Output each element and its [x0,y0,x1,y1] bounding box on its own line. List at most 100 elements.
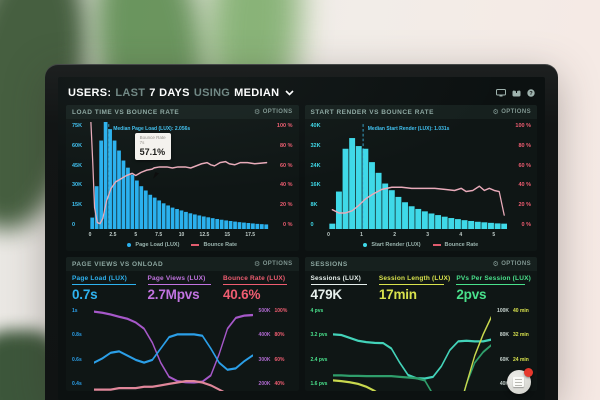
notification-badge [524,368,533,377]
panel-title: START RENDER VS BOUNCE RATE [310,108,434,116]
axis-tick: 80% [274,332,285,339]
metric-label: Sessions (LUX) [310,275,361,282]
start-render-chart-plot[interactable]: Median Start Render (LUX): 1.031s 0 1 2 3 4 5 [327,122,508,239]
chevron-down-icon[interactable] [285,90,294,96]
axis-tick: 45K [72,162,83,169]
title-users: USERS: [68,87,112,99]
y-axis-left: 4 pvs 3.2 pvs 2.4 pvs 1.6 pvs [309,306,333,391]
axis-tick: 400K [258,332,271,339]
chart-area: 1s 0.8s 0.6s 0.4s 500K 100% 400K 80% 300K 60% 200… [66,305,299,391]
axis-tick: 60 % [279,162,293,169]
legend-dot [363,243,368,247]
page-title: USERS: LAST 7 DAYS USING MEDIAN [68,87,294,99]
axis-tick: 3 [426,232,430,238]
share-icon[interactable] [512,89,521,97]
title-using: USING [193,87,231,99]
metric-underline [223,284,287,285]
metrics-row: Sessions (LUX) 479K Session Length (LUX) 17… [305,271,538,305]
axis-tick: 2.5 [109,232,117,238]
axis-tick: 75K [72,123,83,129]
metric-label: Page Views (LUX) [147,275,206,282]
axis-tick: 500K [258,308,271,314]
y-axis-left: 1s 0.8s 0.6s 0.4s [70,306,94,391]
axis-tick: 5 [492,232,496,238]
chart-legend: Page Load (LUX) Bounce Rate [66,239,299,251]
options-label: OPTIONS [262,109,293,115]
y-axis-left: 75K 60K 45K 30K 15K 0 [70,122,90,239]
metric: PVs Per Session (LUX) 2pvs [456,275,531,303]
panel-title: PAGE VIEWS VS ONLOAD [72,260,164,268]
metric-label: Session Length (LUX) [378,275,451,282]
x-axis: 0 1 2 3 4 5 [327,230,508,239]
axis-tick: 1.6 pvs [310,380,328,387]
axis-tick-row: 500K 100% [253,308,293,314]
gear-icon: ⚙ [254,260,261,268]
chart-legend: Start Render (LUX) Bounce Rate [305,239,538,251]
x-axis: 0 2.5 5 7.5 10 12.5 15 17.5 [88,230,269,239]
options-label: OPTIONS [501,261,531,267]
axis-tick-row: 100K 40 min [491,308,531,314]
legend-dot [127,243,132,247]
median-annotation: Median Start Render (LUX): 1.031s [367,126,450,132]
axis-tick: 0 [88,232,92,238]
options-button[interactable]: ⚙ OPTIONS [493,261,532,268]
panel-title: SESSIONS [310,260,348,268]
header-toolbar: ? [496,89,535,97]
axis-tick: 1 [360,232,363,238]
axis-tick: 15 [224,232,231,238]
axis-tick: 0 [72,221,76,228]
axis-tick: 0.6s [72,356,82,363]
axis-tick-row: 80K 32 min [491,332,531,338]
metric-label: Page Load (LUX) [72,275,128,282]
panel-header: LOAD TIME VS BOUNCE RATE ⚙ OPTIONS [66,105,299,119]
metric-value: 17min [378,287,417,302]
axis-tick: 100K [497,308,509,314]
chart-area: 75K 60K 45K 30K 15K 0 Median Page Load (LUX):… [66,119,299,239]
svg-text:?: ? [529,91,532,97]
axis-tick: 20 % [279,202,293,209]
axis-tick: 40K [499,380,509,387]
panel-header: START RENDER VS BOUNCE RATE ⚙ OPTIONS [304,105,537,119]
axis-tick: 0 [327,232,330,238]
load-time-chart-plot[interactable]: Median Page Load (LUX): 2.056s Bounce Ra… [88,122,269,239]
axis-tick-row: 300K 60% [253,357,293,363]
options-button[interactable]: ⚙ OPTIONS [254,261,293,268]
axis-tick: 4 pvs [310,308,324,314]
metric-value: 0.7s [72,287,98,302]
chat-widget-button[interactable] [507,368,533,394]
axis-tick: 1s [72,308,78,314]
tooltip-sub: 7s [139,140,145,146]
title-metric: MEDIAN [234,87,280,99]
axis-tick: 30K [72,182,83,189]
axis-tick: 7.5 [155,232,163,238]
axis-tick: 5 [134,232,138,238]
metric: Page Views (LUX) 2.7Mpvs [147,275,218,303]
display-icon[interactable] [496,89,506,97]
help-icon[interactable]: ? [527,89,535,97]
legend-dash [191,244,200,246]
axis-tick: 0 [310,221,314,228]
axis-tick: 60K [72,142,83,149]
axis-tick: 8K [310,202,318,209]
sessions-chart-plot[interactable] [332,306,491,391]
gear-icon: ⚙ [492,260,500,268]
laptop: USERS: LAST 7 DAYS USING MEDIAN ? [45,64,558,400]
axis-tick: 60K [499,356,509,363]
axis-tick: 40% [274,380,285,387]
page-views-chart-plot[interactable] [94,306,253,391]
axis-tick: 80 % [518,142,531,149]
chart-area: 4 pvs 3.2 pvs 2.4 pvs 1.6 pvs 100K 40 min 80K… [305,305,538,391]
legend-label: Bounce Rate [444,242,479,248]
options-button[interactable]: ⚙ OPTIONS [493,109,532,116]
panel-header: PAGE VIEWS VS ONLOAD ⚙ OPTIONS [66,257,299,271]
dashboard-header: USERS: LAST 7 DAYS USING MEDIAN ? [66,84,537,102]
chart-area: 40K 32K 24K 16K 8K 0 Median Start Render (LUX… [305,119,538,239]
axis-tick: 40 min [513,308,529,314]
metric-underline [456,284,525,285]
options-label: OPTIONS [262,261,293,267]
metric-underline [72,284,136,285]
axis-tick: 2.4 pvs [310,356,328,363]
metric-value: 2pvs [456,287,487,302]
options-button[interactable]: ⚙ OPTIONS [254,109,293,116]
axis-tick: 24 min [513,356,529,363]
